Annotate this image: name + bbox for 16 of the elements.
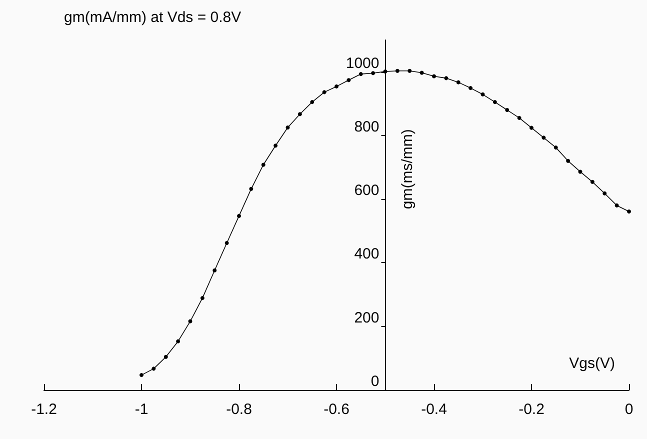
y-tick-label: 0 — [370, 373, 380, 390]
x-tick-label: -0.2 — [518, 401, 544, 418]
y-tick-label: 1000 — [346, 54, 380, 72]
y-tick-label: 200 — [354, 309, 380, 326]
y-axis-title: gm(ms/mm) — [398, 129, 416, 210]
chart-title: gm(mA/mm) at Vds = 0.8V — [64, 9, 242, 26]
x-tick-label: -1 — [134, 401, 148, 418]
x-tick-label: 0 — [624, 401, 634, 418]
y-tick-label: 600 — [354, 182, 380, 200]
x-tick-label: -0.8 — [226, 401, 252, 418]
x-tick-label: -0.6 — [324, 401, 350, 418]
y-tick-label: 400 — [354, 246, 380, 263]
x-tick-label: -1.2 — [31, 401, 57, 418]
x-tick-label: -0.4 — [421, 401, 447, 418]
x-axis-title: Vgs(V) — [569, 355, 616, 372]
y-tick-label: 800 — [354, 118, 380, 136]
